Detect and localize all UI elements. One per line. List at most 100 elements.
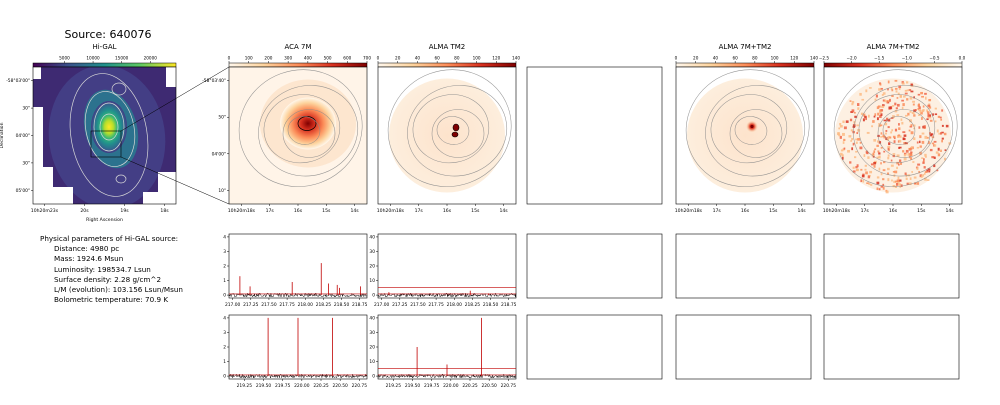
- log-speckle: [870, 163, 874, 166]
- aca-colorbar-strip: [228, 62, 368, 68]
- zoom-connector-bottom: [120, 156, 230, 205]
- log-speckle: [903, 142, 906, 145]
- higal-contours: [69, 73, 149, 197]
- log-speckle: [901, 106, 904, 110]
- combined-contour: [710, 94, 788, 164]
- aca-colorbar-label: 700: [363, 56, 371, 61]
- higal-ylabel: Declination: [0, 122, 5, 148]
- log-speckle: [883, 119, 887, 122]
- spec-aca-upper-xtick-label: 220.25: [313, 383, 329, 389]
- combined-log-contour: [858, 94, 936, 164]
- log-speckle: [880, 185, 884, 188]
- log-speckle: [938, 132, 941, 135]
- log-speckle: [884, 99, 887, 103]
- spec-aca-lower-ytick-label: 4: [223, 234, 226, 240]
- log-speckle: [891, 94, 894, 98]
- log-speckle: [870, 184, 873, 186]
- log-speckle: [922, 105, 925, 108]
- log-speckle: [905, 177, 908, 180]
- log-speckle: [896, 114, 900, 116]
- log-speckle: [890, 164, 894, 167]
- empty-image-frame: [526, 66, 663, 205]
- log-speckle: [928, 103, 931, 106]
- log-speckle: [917, 107, 920, 110]
- log-speckle: [903, 152, 907, 155]
- higal-contour: [84, 91, 136, 167]
- spec-tm2-lower-ytick-label: 30: [369, 249, 375, 255]
- log-speckle: [934, 107, 937, 110]
- log-speckle: [919, 151, 922, 155]
- log-speckle: [910, 124, 913, 127]
- log-speckle: [862, 118, 865, 122]
- log-speckle: [892, 155, 895, 158]
- tm2-xtick-label: 16s: [443, 208, 452, 214]
- log-speckle: [897, 176, 900, 180]
- aca-ytick-label: 04'00": [212, 151, 226, 157]
- log-speckle: [876, 181, 880, 185]
- log-speckle: [925, 96, 927, 100]
- log-speckle: [891, 129, 894, 132]
- log-speckle: [898, 163, 900, 166]
- higal-xtick-label: 10h20m23s: [31, 208, 59, 214]
- log-speckle: [931, 136, 935, 139]
- higal-blank: [166, 67, 176, 87]
- log-speckle: [880, 132, 883, 135]
- log-speckle: [921, 95, 924, 98]
- param-lm-ratio: L/M (evolution): 103.156 Lsun/Msun: [54, 285, 183, 295]
- spec-tm2-upper-ytick-label: 10: [369, 359, 375, 365]
- log-speckle: [851, 147, 854, 151]
- log-speckle: [842, 132, 845, 136]
- combined-log-colorbar-label: −1.0: [902, 56, 913, 61]
- log-speckle: [926, 179, 930, 181]
- higal-xtick-label: 19s: [120, 208, 129, 214]
- aca-colorbar-label: 0: [228, 56, 231, 61]
- higal-ytick-label: 04'00": [16, 133, 30, 139]
- log-speckle: [910, 131, 914, 135]
- spec-tm2-upper-xtick-label: 219.75: [424, 383, 440, 389]
- log-speckle: [890, 131, 893, 134]
- higal-contour: [99, 113, 119, 141]
- log-speckle: [865, 89, 868, 93]
- param-distance: Distance: 4980 pc: [54, 244, 120, 254]
- param-mass: Mass: 1924.6 Msun: [54, 254, 124, 264]
- higal-blank: [33, 187, 73, 204]
- log-speckle: [886, 100, 889, 103]
- log-speckle: [892, 184, 896, 188]
- aca-contour: [287, 116, 321, 145]
- spec-aca-lower-xtick-label: 218.00: [298, 302, 314, 308]
- log-speckle: [880, 135, 883, 138]
- log-speckle: [874, 98, 877, 101]
- log-speckle: [909, 96, 913, 100]
- log-speckle: [908, 129, 911, 132]
- log-speckle: [904, 92, 908, 95]
- log-speckle: [874, 148, 877, 151]
- log-speckle: [916, 146, 920, 149]
- log-speckle: [898, 159, 902, 162]
- combined-log-colorbar-label: −1.5: [874, 56, 885, 61]
- spec-tm2-lower-xtick-label: 218.25: [465, 302, 481, 308]
- log-speckle: [886, 117, 889, 121]
- log-speckle: [927, 104, 931, 107]
- log-speckle: [915, 109, 917, 111]
- aca-xtick-label: 17s: [266, 208, 275, 214]
- log-speckle: [924, 92, 927, 95]
- log-speckle: [873, 115, 876, 118]
- log-speckle: [851, 103, 854, 106]
- log-speckle: [941, 137, 944, 140]
- log-speckle: [882, 134, 885, 138]
- combined-colorbar-label: 0: [675, 56, 678, 61]
- combined-colorbar-label: 20: [693, 56, 699, 61]
- log-speckle: [839, 135, 842, 139]
- aca-ytick-label: -58°03'40": [202, 78, 226, 84]
- log-speckle: [922, 161, 925, 164]
- tm2-colorbar-label: 40: [415, 56, 421, 61]
- tm2-colorbar-label: 60: [434, 56, 440, 61]
- log-speckle: [902, 150, 905, 153]
- spec-aca-upper-xtick-label: 219.50: [256, 383, 272, 389]
- aca-xtick-label: 16s: [294, 208, 303, 214]
- log-speckle: [887, 167, 890, 171]
- log-speckle: [878, 167, 881, 171]
- log-speckle: [892, 115, 895, 118]
- log-speckle: [852, 170, 856, 173]
